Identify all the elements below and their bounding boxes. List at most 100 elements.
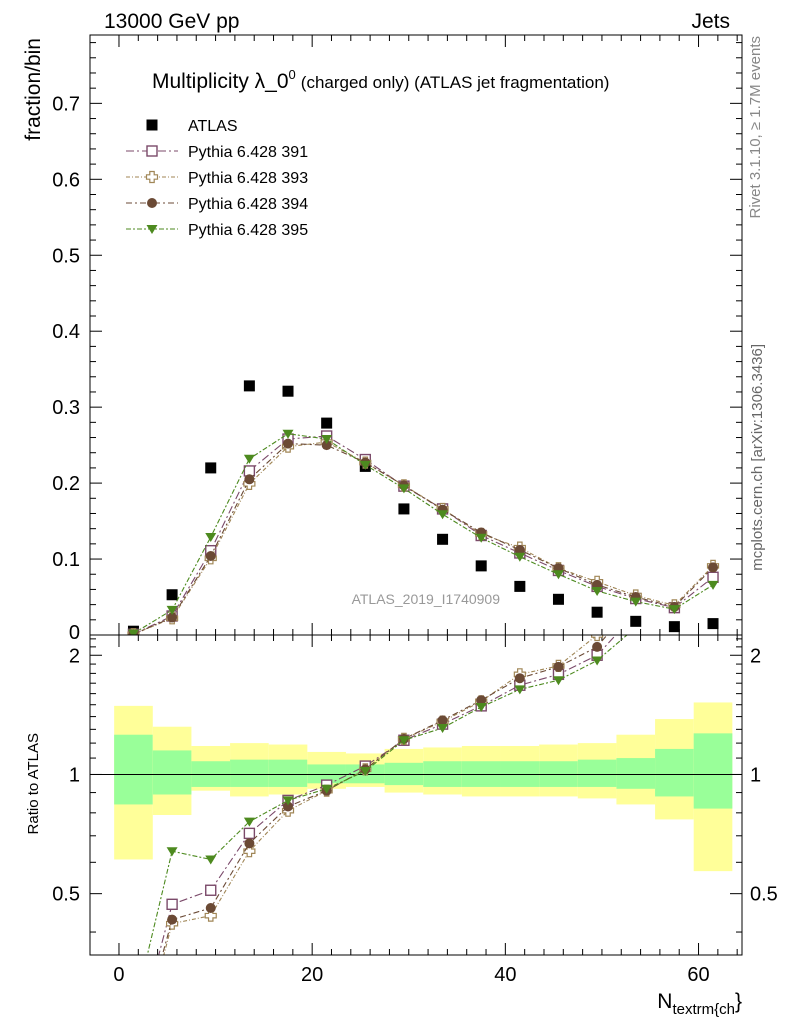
ratio-tick-label: 1 bbox=[69, 764, 80, 786]
legend-label: ATLAS bbox=[188, 118, 238, 135]
legend-marker bbox=[146, 145, 158, 157]
series-4-ratio-point bbox=[514, 685, 526, 695]
band-inner bbox=[693, 733, 733, 809]
series-3-ratio-point bbox=[708, 464, 718, 474]
series-0-point bbox=[398, 503, 410, 515]
y-tick-label: 0.1 bbox=[52, 549, 80, 571]
series-3-point bbox=[321, 440, 332, 451]
series-4-ratio-point bbox=[475, 703, 487, 713]
series-1-ratio-point bbox=[243, 827, 256, 840]
series-4-point bbox=[127, 629, 139, 635]
series-0-point bbox=[514, 580, 526, 592]
y-tick-label: 0.4 bbox=[52, 321, 80, 343]
analysis-watermark: ATLAS_2019_I1740909 bbox=[352, 591, 501, 607]
legend-marker bbox=[146, 225, 158, 234]
series-1-ratio-point bbox=[669, 575, 679, 585]
series-4-ratio-point bbox=[437, 724, 449, 734]
series-3-point bbox=[244, 474, 255, 485]
series-3-ratio-point bbox=[476, 695, 487, 706]
series-2-ratio-point bbox=[708, 458, 719, 469]
band-inner bbox=[307, 764, 346, 784]
ratio-uncertainty-bands bbox=[90, 702, 742, 872]
legend-label: Pythia 6.428 391 bbox=[188, 144, 308, 161]
series-4-ratio-point bbox=[128, 1009, 139, 1018]
y-tick-label-zero: 0 bbox=[69, 622, 80, 644]
y-tick-label: 0.3 bbox=[52, 397, 80, 419]
ratio-tick-label: 0.5 bbox=[52, 884, 80, 906]
data-series bbox=[127, 380, 720, 1018]
series-0-point bbox=[243, 380, 255, 392]
series-3-line bbox=[133, 443, 714, 635]
series-0-point bbox=[668, 621, 680, 633]
series-0-point bbox=[437, 533, 449, 545]
series-4-point bbox=[475, 533, 487, 543]
series-3-ratio-point bbox=[167, 914, 178, 925]
y-tick-label: 0.2 bbox=[52, 473, 80, 495]
series-0-point bbox=[205, 462, 217, 474]
series-1-point bbox=[707, 571, 719, 583]
series-0-point bbox=[321, 417, 333, 429]
series-3-ratio-line bbox=[161, 635, 608, 955]
ratio-y-axis-label: Ratio to ATLAS bbox=[25, 733, 42, 834]
band-inner bbox=[577, 759, 617, 787]
series-1-line bbox=[133, 435, 714, 635]
legend-marker bbox=[145, 170, 159, 184]
series-4-point bbox=[552, 570, 564, 580]
series-2-ratio-point bbox=[669, 559, 680, 570]
series-0-point bbox=[166, 589, 178, 601]
series-4-point bbox=[359, 460, 371, 470]
series-0-point bbox=[707, 618, 719, 630]
series-3-point bbox=[167, 612, 178, 623]
series-3-point bbox=[205, 551, 216, 562]
legend: ATLAS Pythia 6.428 391 Pythia 6.428 393 Pyt… bbox=[126, 118, 308, 239]
main-panel-data bbox=[127, 380, 720, 635]
y-tick-label: 0.6 bbox=[52, 169, 80, 191]
series-4-ratio-line bbox=[146, 635, 628, 955]
series-3-point bbox=[708, 562, 719, 573]
series-4-ratio-point bbox=[552, 676, 564, 686]
series-3-ratio-point bbox=[205, 903, 216, 914]
series-4-ratio-point bbox=[282, 796, 294, 806]
series-3-ratio-point bbox=[553, 661, 564, 672]
x-tick-label: 60 bbox=[687, 964, 709, 986]
axes-ticks: 0 20 40 60 0.1 0.2 0.3 0.4 0.5 0.6 0.7 0 0.5 0.5 1 1 2 2 bbox=[52, 35, 778, 986]
legend-marker bbox=[146, 119, 158, 131]
rivet-info-label: Rivet 3.1.10, ≥ 1.7M events bbox=[747, 36, 764, 219]
series-3-ratio-point bbox=[437, 715, 448, 726]
series-3-ratio-point bbox=[283, 801, 294, 812]
x-tick-label: 20 bbox=[301, 964, 323, 986]
chart-title-main: Multiplicity λ_0 bbox=[152, 70, 289, 93]
band-inner bbox=[268, 759, 308, 787]
series-4-ratio-point bbox=[708, 516, 719, 525]
header-collision-label: 13000 GeV pp bbox=[104, 10, 239, 33]
ratio-tick-label-right: 2 bbox=[750, 645, 761, 667]
series-1-ratio-point bbox=[708, 486, 718, 496]
series-4-ratio-point bbox=[243, 817, 255, 827]
series-4-point bbox=[282, 429, 294, 439]
x-tick-label: 40 bbox=[494, 964, 516, 986]
ratio-panel-data bbox=[128, 458, 719, 1018]
series-1-ratio-point bbox=[166, 898, 178, 911]
series-2-ratio-point bbox=[591, 635, 604, 642]
series-0-point bbox=[282, 385, 294, 397]
x-axis-label: Ntextrm{ch} bbox=[657, 990, 742, 1018]
series-4-point bbox=[591, 586, 603, 596]
series-4-ratio-point bbox=[398, 736, 410, 746]
legend-label: Pythia 6.428 394 bbox=[188, 196, 308, 213]
ratio-tick-label-right: 1 bbox=[750, 764, 761, 786]
ratio-tick-label: 2 bbox=[69, 645, 80, 667]
series-0-point bbox=[475, 560, 487, 572]
series-3-ratio-point bbox=[514, 673, 525, 684]
series-4-ratio-point bbox=[166, 847, 178, 857]
chart-title-suffix: (charged only) (ATLAS jet fragmentation) bbox=[301, 73, 610, 92]
series-2-line bbox=[133, 441, 714, 635]
band-inner bbox=[655, 748, 694, 797]
series-3-point bbox=[283, 438, 294, 449]
series-4-point bbox=[243, 454, 255, 464]
x-axis-label-subscript: textrm{ch bbox=[672, 1001, 735, 1018]
chart-title-superscript: 0 bbox=[289, 67, 296, 82]
series-3-ratio-point bbox=[244, 838, 255, 849]
chart-title: Multiplicity λ_00 (charged only) (ATLAS j… bbox=[152, 67, 609, 93]
series-3-point bbox=[514, 544, 525, 555]
